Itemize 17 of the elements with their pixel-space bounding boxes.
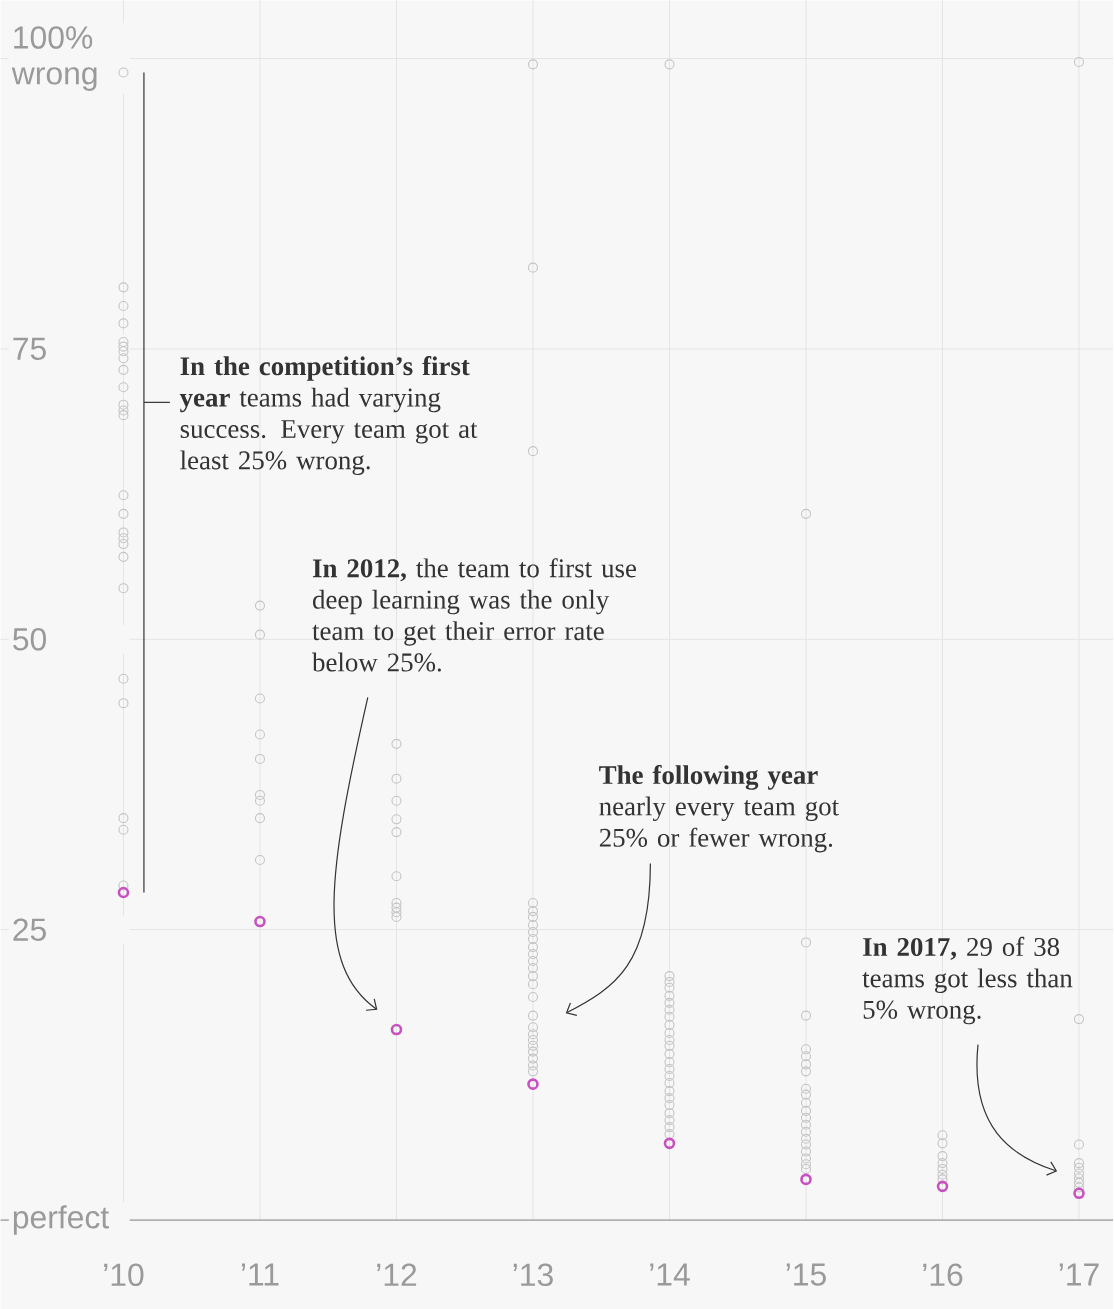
x-tick-label: ’17 — [1059, 1263, 1099, 1286]
annotation: In the competition’s first year teams had varying success. Every team got at least 25% wrong. — [180, 356, 478, 475]
annotation: In 2012, the team to first use deep learning was the only team to get their error rate below 25%. — [312, 558, 637, 672]
x-tick-label: ’15 — [786, 1263, 827, 1286]
x-tick-label: ’10 — [104, 1263, 144, 1287]
x-tick-label: ’13 — [513, 1263, 553, 1287]
annotation: The following year nearly every team got 25% or fewer wrong. — [599, 764, 840, 853]
y-tick-label: 100% wrong — [11, 26, 97, 91]
x-tick-label: ’16 — [923, 1263, 963, 1287]
y-tick-label: 75 — [13, 337, 47, 361]
x-tick-label: ’14 — [650, 1263, 690, 1286]
x-tick-label: ’12 — [377, 1263, 417, 1286]
x-tick-label: ’11 — [242, 1263, 279, 1286]
y-tick-label: 50 — [13, 628, 47, 651]
y-tick-label: perfect — [13, 1205, 110, 1235]
annotation: In 2017, 29 of 38 teams got less than 5% wrong. — [862, 936, 1073, 1025]
y-tick-label: 25 — [13, 918, 47, 941]
